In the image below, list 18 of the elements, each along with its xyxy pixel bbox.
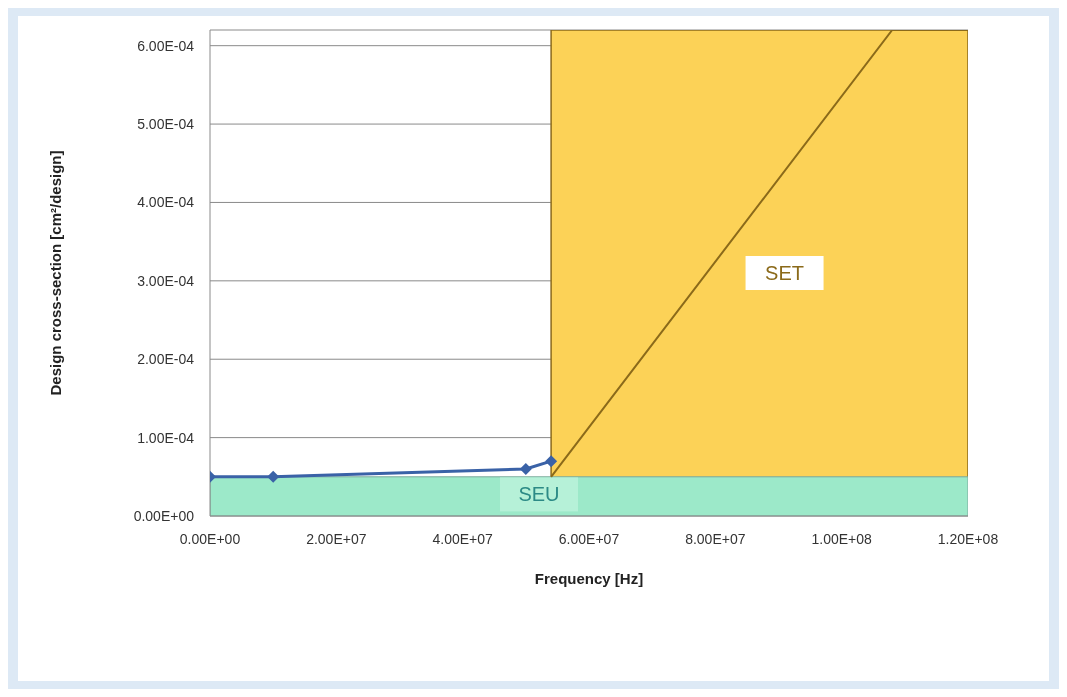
band-label: SEU (518, 483, 560, 506)
x-tick-label: 0.00E+00 (179, 530, 241, 547)
y-tick-label: 4.00E-04 (137, 194, 195, 211)
y-tick-label: 5.00E-04 (137, 116, 195, 133)
y-tick-label: 0.00E+00 (133, 507, 195, 524)
x-tick-label: 2.00E+07 (306, 530, 367, 547)
y-tick-label: 2.00E-04 (137, 351, 195, 368)
x-tick-label: 1.20E+08 (937, 530, 999, 547)
x-tick-label: 8.00E+07 (685, 530, 746, 547)
y-tick-label: 6.00E-04 (137, 37, 195, 54)
y-tick-label: 1.00E-04 (137, 429, 195, 446)
x-tick-label: 6.00E+07 (558, 530, 620, 547)
y-axis-title: Design cross-section [cm²/design] (47, 150, 65, 396)
x-axis-title: Frequency [Hz] (534, 570, 644, 587)
x-tick-label: 4.00E+07 (432, 530, 494, 547)
y-tick-label: 3.00E-04 (137, 272, 195, 289)
band-label: SET (765, 262, 804, 284)
x-tick-label: 1.00E+08 (811, 530, 873, 547)
